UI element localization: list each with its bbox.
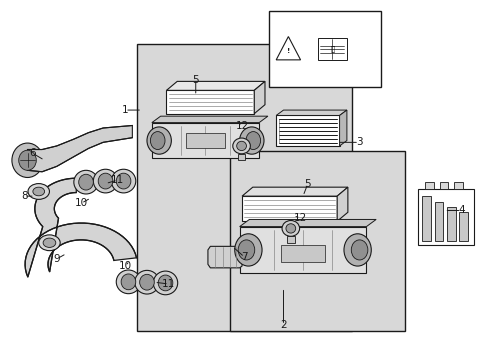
- FancyBboxPatch shape: [229, 151, 405, 330]
- Ellipse shape: [236, 141, 246, 150]
- Text: 5: 5: [304, 179, 310, 189]
- Polygon shape: [239, 220, 375, 226]
- Polygon shape: [446, 207, 455, 241]
- Ellipse shape: [285, 224, 295, 233]
- Polygon shape: [254, 81, 264, 114]
- Circle shape: [39, 235, 60, 251]
- Polygon shape: [207, 246, 242, 268]
- Ellipse shape: [153, 271, 177, 295]
- Circle shape: [28, 184, 49, 199]
- Text: 8: 8: [21, 191, 27, 201]
- Text: 1: 1: [122, 105, 128, 115]
- Circle shape: [33, 187, 44, 196]
- Ellipse shape: [135, 270, 159, 294]
- Polygon shape: [422, 196, 430, 241]
- Ellipse shape: [19, 150, 36, 170]
- Text: 11: 11: [111, 175, 124, 185]
- Text: 2: 2: [280, 320, 286, 330]
- FancyBboxPatch shape: [137, 44, 351, 330]
- Ellipse shape: [350, 240, 367, 260]
- Polygon shape: [276, 116, 339, 146]
- Ellipse shape: [74, 170, 98, 194]
- Polygon shape: [424, 182, 433, 189]
- Polygon shape: [27, 126, 132, 172]
- Polygon shape: [242, 196, 336, 221]
- Text: 7: 7: [241, 252, 247, 262]
- Ellipse shape: [150, 132, 164, 149]
- Polygon shape: [336, 187, 347, 221]
- Polygon shape: [237, 154, 245, 160]
- Ellipse shape: [239, 127, 264, 154]
- Ellipse shape: [116, 270, 141, 294]
- Polygon shape: [417, 189, 473, 244]
- Text: 12: 12: [235, 121, 248, 131]
- Ellipse shape: [116, 173, 131, 189]
- Polygon shape: [458, 212, 467, 241]
- Polygon shape: [152, 116, 267, 123]
- Text: 11: 11: [162, 279, 175, 289]
- Polygon shape: [25, 178, 136, 277]
- Polygon shape: [166, 90, 254, 114]
- Polygon shape: [166, 81, 264, 90]
- Polygon shape: [286, 236, 294, 243]
- Ellipse shape: [12, 143, 43, 177]
- Ellipse shape: [343, 234, 370, 266]
- Polygon shape: [239, 226, 366, 273]
- Text: 🔧: 🔧: [330, 46, 334, 53]
- Polygon shape: [339, 110, 346, 146]
- Text: !: !: [286, 48, 289, 54]
- Text: 5: 5: [192, 75, 199, 85]
- Text: 12: 12: [293, 213, 306, 222]
- Ellipse shape: [234, 234, 262, 266]
- Polygon shape: [281, 244, 325, 262]
- Text: 10: 10: [118, 261, 131, 271]
- Polygon shape: [242, 187, 347, 196]
- FancyBboxPatch shape: [317, 39, 346, 60]
- Polygon shape: [276, 37, 300, 60]
- Ellipse shape: [158, 275, 172, 291]
- FancyBboxPatch shape: [268, 12, 380, 87]
- Ellipse shape: [238, 240, 254, 260]
- Ellipse shape: [245, 132, 260, 149]
- Ellipse shape: [232, 138, 250, 154]
- Text: 4: 4: [457, 206, 464, 216]
- Ellipse shape: [147, 127, 171, 154]
- Polygon shape: [439, 182, 447, 189]
- Circle shape: [43, 238, 56, 247]
- Polygon shape: [152, 123, 259, 158]
- Ellipse shape: [111, 169, 136, 193]
- Polygon shape: [434, 202, 443, 241]
- Ellipse shape: [140, 274, 154, 290]
- Ellipse shape: [282, 221, 299, 236]
- Ellipse shape: [79, 174, 93, 190]
- Text: 10: 10: [75, 198, 87, 208]
- Text: 9: 9: [53, 254, 60, 264]
- Polygon shape: [453, 182, 462, 189]
- Ellipse shape: [121, 274, 136, 290]
- Polygon shape: [276, 110, 346, 116]
- Text: 3: 3: [355, 138, 362, 147]
- Polygon shape: [185, 134, 224, 148]
- Ellipse shape: [98, 173, 113, 189]
- Ellipse shape: [93, 169, 118, 193]
- Text: 6: 6: [29, 148, 36, 158]
